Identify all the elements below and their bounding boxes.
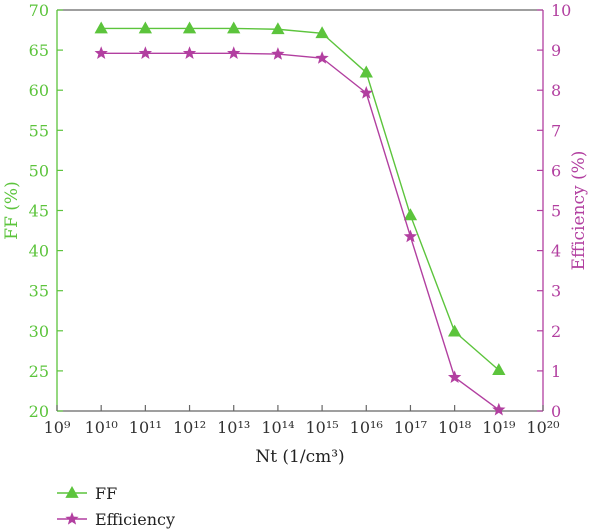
data-point-ff	[271, 22, 285, 35]
right-y-tick-label: 3	[551, 282, 561, 301]
right-y-tick-label: 8	[551, 81, 561, 100]
data-point-efficiency	[447, 370, 462, 383]
x-tick-label: 10¹⁸	[438, 418, 471, 437]
data-point-efficiency	[359, 86, 373, 99]
x-tick-label: 10¹⁹	[482, 418, 516, 437]
x-tick-label: 10¹⁵	[305, 418, 338, 437]
data-point-efficiency	[403, 229, 418, 243]
data-point-ff	[315, 26, 329, 39]
left-y-tick-label: 35	[29, 282, 49, 301]
left-y-tick-label: 40	[29, 242, 49, 261]
x-tick-label: 10¹³	[217, 418, 250, 437]
left-y-axis-label: FF (%)	[2, 181, 22, 239]
x-tick-label: 10¹¹	[129, 418, 162, 437]
series-line-efficiency	[101, 52, 500, 411]
x-tick-label: 10¹⁰	[85, 418, 118, 437]
right-y-axis-label: Efficiency (%)	[569, 151, 589, 271]
data-point-efficiency	[271, 47, 285, 60]
x-tick-label: 10²⁰	[526, 418, 559, 437]
data-point-ff	[138, 21, 153, 34]
right-y-tick-label: 5	[551, 202, 561, 221]
left-y-tick-label: 25	[29, 362, 49, 381]
right-y-tick-label: 6	[551, 161, 561, 180]
series-line-ff	[101, 27, 500, 371]
data-point-ff	[94, 21, 108, 34]
data-point-ff	[227, 21, 241, 34]
data-point-efficiency	[492, 402, 506, 416]
right-y-tick-label: 1	[551, 362, 561, 381]
legend-marker-efficiency	[65, 512, 79, 525]
left-y-tick-label: 45	[29, 202, 49, 221]
data-point-ff	[492, 363, 506, 375]
left-y-tick-label: 60	[29, 81, 49, 100]
x-tick-label: 10⁹	[44, 418, 71, 437]
data-point-ff	[182, 21, 197, 34]
x-axis-label: Nt (1/cm³)	[255, 447, 344, 467]
x-tick-label: 10¹²	[173, 418, 206, 437]
right-y-tick-label: 9	[551, 41, 561, 60]
left-y-tick-label: 20	[29, 402, 49, 421]
right-y-tick-label: 0	[551, 402, 561, 421]
x-tick-label: 10¹⁷	[394, 418, 427, 437]
left-y-tick-label: 65	[29, 41, 49, 60]
data-point-ff	[359, 65, 373, 78]
left-y-tick-label: 55	[29, 121, 49, 140]
left-y-tick-label: 50	[29, 161, 49, 180]
left-y-tick-label: 70	[29, 1, 49, 20]
data-point-efficiency	[227, 46, 241, 59]
right-y-tick-label: 2	[551, 322, 561, 341]
left-y-tick-label: 30	[29, 322, 49, 341]
x-tick-label: 10¹⁶	[350, 418, 383, 437]
data-point-efficiency	[94, 46, 108, 59]
data-point-efficiency	[182, 46, 197, 59]
x-tick-label: 10¹⁴	[261, 418, 294, 437]
data-point-ff	[403, 208, 418, 221]
right-y-tick-label: 7	[551, 121, 561, 140]
right-y-tick-label: 4	[551, 242, 561, 261]
legend-marker-ff	[65, 486, 79, 498]
data-point-efficiency	[138, 46, 153, 59]
legend-label-efficiency: Efficiency	[95, 510, 175, 529]
data-point-ff	[447, 324, 462, 337]
data-point-efficiency	[315, 51, 329, 64]
right-y-tick-label: 10	[551, 1, 571, 20]
legend-label-ff: FF	[95, 484, 117, 503]
